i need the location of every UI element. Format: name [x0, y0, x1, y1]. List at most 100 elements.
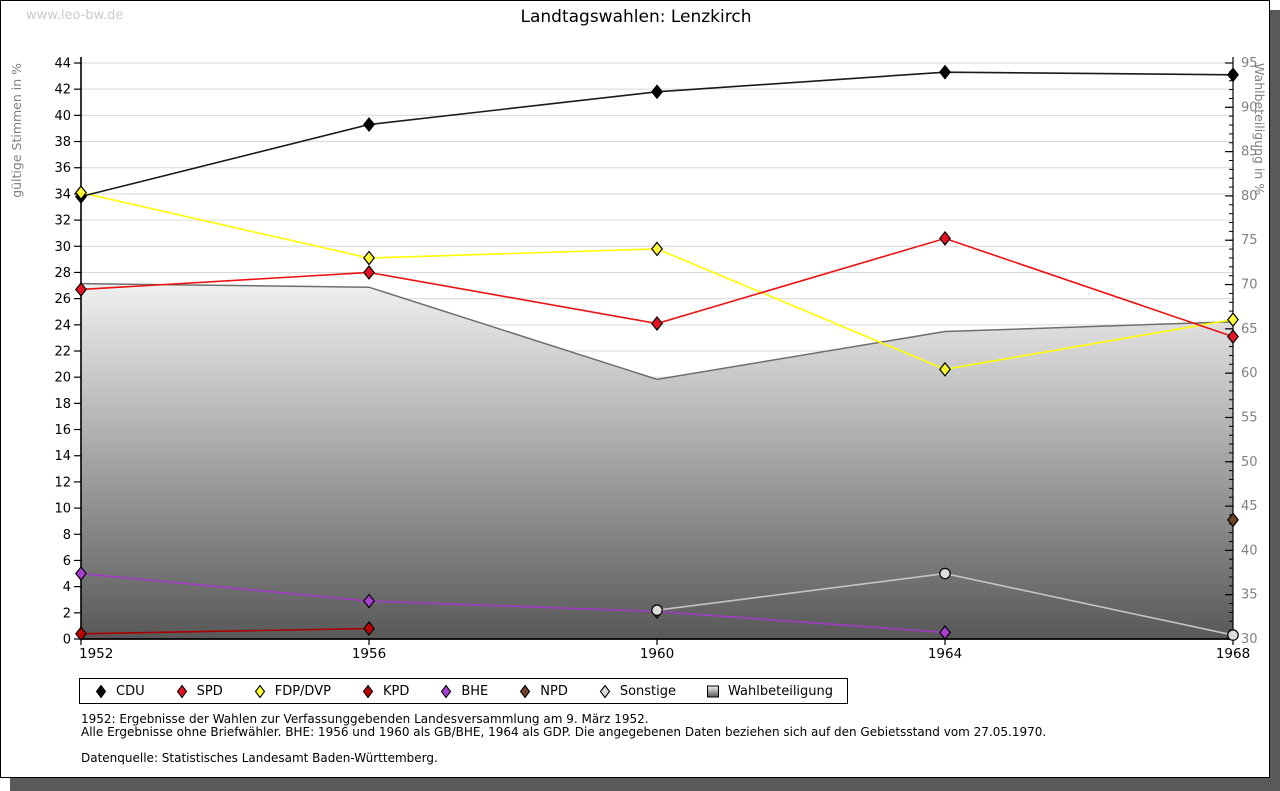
legend-marker-kpd-icon: [362, 684, 374, 698]
data-point-fdp-dvp-1960: [651, 241, 663, 257]
right-axis-tick-label: 65: [1241, 322, 1258, 337]
right-axis-tick-label: 95: [1241, 56, 1258, 71]
watermark: www.leo-bw.de: [26, 8, 124, 23]
legend-marker-bhe-icon: [441, 684, 452, 698]
left-axis-tick-label: 40: [54, 109, 71, 124]
data-point-cdu-1968: [1227, 67, 1239, 83]
election-line-chart: 0246810121416182022242628303234363840424…: [54, 56, 1257, 662]
data-point-cdu-1960: [651, 84, 663, 100]
left-axis-tick-label: 24: [54, 318, 71, 333]
x-axis-tick-label-1960: 1960: [640, 646, 674, 662]
axes: 0246810121416182022242628303234363840424…: [54, 56, 1257, 662]
left-axis-tick-label: 20: [54, 371, 71, 386]
data-point-bhe-1956: [363, 593, 375, 609]
left-axis-tick-label: 26: [54, 292, 71, 307]
right-axis-tick-label: 45: [1241, 499, 1258, 514]
data-point-spd-1952: [75, 282, 87, 297]
footnote-line-2: Alle Ergebnisse ohne Briefwähler. BHE: 1…: [81, 725, 1047, 739]
legend-label-bhe: BHE: [461, 683, 489, 699]
data-point-fdp-dvp-1968: [1227, 312, 1239, 328]
left-axis-tick-label: 10: [54, 502, 71, 517]
left-axis-tick-label: 36: [54, 161, 71, 176]
left-axis-tick-label: 6: [63, 554, 71, 569]
left-axis-tick-label: 44: [54, 57, 71, 72]
legend-item-spd: SPD: [175, 684, 223, 699]
legend-marker-fdp-dvp-icon: [254, 684, 265, 698]
data-point-spd-1968: [1227, 329, 1239, 345]
legend-marker-cdu-icon: [95, 684, 107, 698]
left-axis-tick-label: 38: [54, 135, 71, 150]
x-axis-tick-label-1968: 1968: [1216, 646, 1250, 662]
left-axis-tick-label: 4: [63, 580, 71, 595]
left-axis-tick-label: 30: [54, 240, 71, 255]
series-line-bhe: [80, 572, 946, 634]
series-area-wahlbeteiligung: [81, 283, 1233, 639]
x-axis-tick-label-1956: 1956: [352, 646, 386, 662]
page-drop-shadow-right: [1270, 10, 1280, 791]
data-source-note: Datenquelle: Statistisches Landesamt Bad…: [81, 751, 438, 765]
left-axis-tick-label: 42: [54, 83, 71, 98]
data-point-spd-1956: [363, 264, 375, 280]
page-title: Landtagswahlen: Lenzkirch: [520, 7, 752, 27]
right-axis-tick-label: 55: [1241, 410, 1258, 425]
data-point-fdp-dvp-1964: [939, 361, 951, 377]
left-axis-tick-label: 18: [54, 397, 71, 412]
footnote-line-1: 1952: Ergebnisse der Wahlen zur Verfassu…: [81, 712, 649, 726]
data-point-bhe-1952: [75, 566, 87, 582]
left-axis-tick-label: 8: [63, 528, 71, 543]
legend-item-bhe: BHE: [439, 684, 488, 699]
chart-legend: CDU SPD FDP/DVP KPD BHE NPD Sonstige Wahlbeteil…: [79, 678, 849, 704]
left-axis-tick-label: 32: [54, 214, 71, 229]
right-axis-tick-label: 60: [1241, 366, 1258, 381]
legend-label-spd: SPD: [196, 683, 223, 699]
right-axis-tick-label: 30: [1241, 632, 1258, 647]
left-axis-tick-label: 22: [54, 345, 71, 360]
right-axis-tick-label: 50: [1241, 455, 1258, 470]
legend-item-wahlbeteiligung: Wahlbeteiligung: [706, 684, 833, 699]
legend-marker-sonstige-icon: [599, 684, 611, 698]
right-axis-tick-label: 70: [1241, 278, 1258, 293]
legend-marker-npd-icon: [520, 684, 531, 698]
legend-item-fdp-dvp: FDP/DVP: [253, 684, 331, 699]
series-line-kpd: [80, 627, 370, 635]
chart-page: www.leo-bw.de Landtagswahlen: Lenzkirch …: [0, 0, 1270, 778]
x-axis-tick-label-1952: 1952: [79, 646, 113, 662]
data-point-npd-1968: [1227, 512, 1239, 528]
data-point-sonstige-1960: [651, 604, 663, 616]
right-axis-tick-label: 40: [1241, 543, 1258, 558]
right-axis-tick-label: 90: [1241, 100, 1258, 115]
data-point-sonstige-1968: [1227, 629, 1239, 641]
legend-label-fdp-dvp: FDP/DVP: [274, 683, 331, 699]
legend-label-kpd: KPD: [382, 683, 410, 699]
legend-label-cdu: CDU: [116, 683, 145, 699]
legend-item-cdu: CDU: [94, 684, 145, 699]
left-axis-tick-label: 12: [54, 475, 71, 490]
page-drop-shadow-bottom: [10, 778, 1280, 791]
data-point-kpd-1956: [363, 621, 375, 636]
legend-marker-spd-icon: [176, 684, 187, 698]
right-axis-tick-label: 80: [1241, 189, 1258, 204]
left-axis-title: gültige Stimmen in %: [9, 63, 24, 198]
series-boundary-wahlbeteiligung: [80, 282, 1234, 381]
data-point-spd-1960: [651, 316, 663, 331]
data-point-spd-1964: [939, 230, 951, 246]
x-axis-tick-label-1964: 1964: [928, 646, 962, 662]
data-point-kpd-1952: [75, 626, 87, 642]
left-axis-tick-label: 0: [63, 633, 71, 648]
legend-marker-wahlbeteiligung-icon: [707, 685, 720, 697]
legend-label-sonstige: Sonstige: [619, 683, 677, 699]
data-point-bhe-1964: [939, 624, 951, 640]
legend-label-wahlbeteiligung: Wahlbeteiligung: [728, 683, 834, 699]
data-point-sonstige-1964: [939, 567, 951, 580]
right-axis-tick-label: 75: [1241, 233, 1258, 248]
data-point-fdp-dvp-1952: [75, 185, 87, 201]
left-axis-tick-label: 28: [54, 266, 71, 281]
left-axis-tick-label: 14: [54, 449, 71, 464]
left-axis-tick-label: 34: [54, 187, 71, 202]
right-axis-tick-label: 85: [1241, 145, 1258, 160]
data-point-cdu-1964: [939, 64, 951, 80]
legend-label-npd: NPD: [540, 683, 568, 699]
legend-item-sonstige: Sonstige: [598, 684, 676, 699]
left-axis-tick-label: 2: [63, 606, 71, 621]
right-axis-title: Wahlbeteiligung in %: [1252, 63, 1267, 196]
